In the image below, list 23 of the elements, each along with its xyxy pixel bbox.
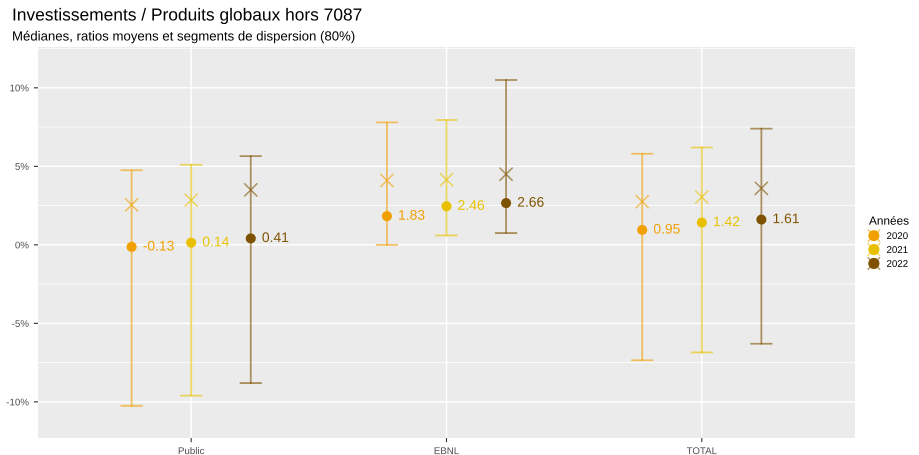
x-tick-label: EBNL (434, 447, 459, 454)
y-tick-label: 0% (15, 242, 29, 248)
data-label: 1.83 (399, 210, 424, 220)
chart-subtitle: Médianes, ratios moyens et segments de dispersion (80%) (13, 30, 354, 44)
y-tick-label: -5% (12, 320, 29, 327)
data-label: 0.14 (202, 236, 229, 246)
data-label: 0.41 (262, 232, 288, 242)
data-label: 0.95 (654, 224, 680, 234)
data-label: 1.42 (714, 216, 740, 226)
x-tick-label: Public (178, 447, 204, 454)
x-tick-label: TOTAL (686, 447, 717, 454)
chart-title: Investissements / Produits globaux hors 7087 (14, 8, 362, 24)
legend-label: 2022 (886, 260, 908, 267)
y-tick-label: 10% (10, 84, 29, 92)
y-tick-label: 5% (15, 163, 29, 170)
legend-label: 2021 (886, 246, 908, 254)
legend-label: 2020 (886, 232, 908, 240)
data-label: -0.13 (143, 240, 174, 251)
data-label: 2.46 (458, 200, 484, 210)
data-label: 1.61 (774, 213, 799, 224)
legend-title: Années (869, 216, 909, 225)
data-label: 2.66 (518, 196, 544, 207)
y-tick-label: -10% (6, 398, 29, 406)
